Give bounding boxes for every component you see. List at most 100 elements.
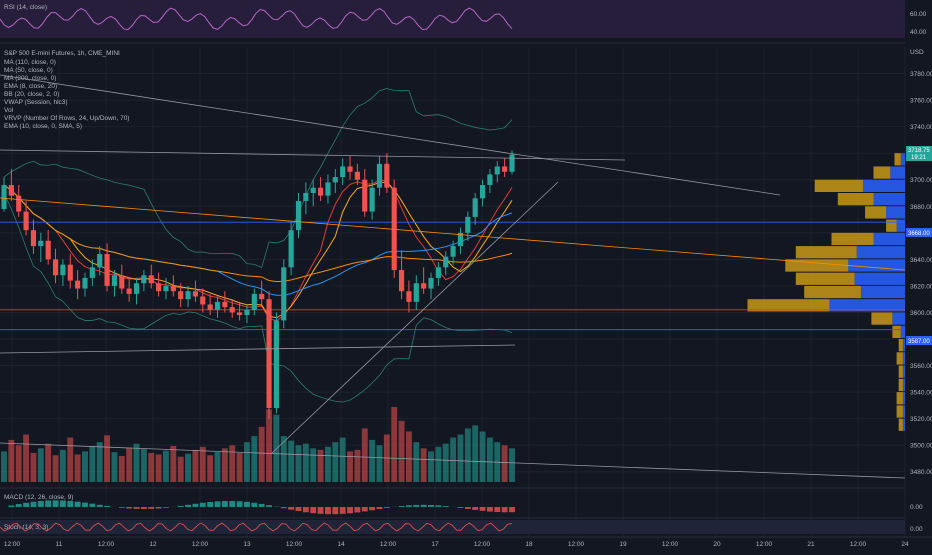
time-tick-label: 12:00 xyxy=(286,541,303,548)
candle-body xyxy=(509,155,514,172)
volume-bar xyxy=(119,456,125,482)
time-tick-label: 12 xyxy=(149,541,157,548)
candle-body xyxy=(141,275,146,283)
volume-bar xyxy=(281,436,287,482)
time-tick-label: 12:00 xyxy=(192,541,209,548)
volume-bar xyxy=(200,447,206,482)
macd-bar xyxy=(148,507,154,509)
price-tag-level-1: 3668.00 xyxy=(906,228,932,237)
volume-bar xyxy=(207,455,213,482)
volume-bar xyxy=(16,445,22,482)
candle-body xyxy=(414,283,419,302)
profile-bar-down xyxy=(897,352,903,364)
stoch-band xyxy=(0,520,905,534)
candle-body xyxy=(333,177,338,182)
candle-body xyxy=(421,283,426,288)
macd-bar xyxy=(465,507,471,509)
volume-bar xyxy=(244,442,250,482)
candle-body xyxy=(82,278,87,289)
profile-bar-up xyxy=(901,153,905,165)
macd-bar xyxy=(443,506,449,507)
volume-bar xyxy=(377,445,383,482)
macd-bar xyxy=(215,501,221,507)
profile-bar-up xyxy=(861,286,905,298)
candle-body xyxy=(303,193,308,201)
price-tick-label: 3640.00 xyxy=(910,257,932,264)
candle-body xyxy=(134,283,139,294)
candle-body xyxy=(16,196,21,212)
macd-bar xyxy=(340,507,346,514)
macd-bar xyxy=(89,504,95,507)
candle-body xyxy=(244,310,249,315)
profile-bar-up xyxy=(892,312,905,324)
profile-bar-up xyxy=(857,246,905,258)
profile-bar-up xyxy=(903,352,905,364)
price-tick-label: 3520.00 xyxy=(910,416,932,423)
candle-body xyxy=(53,259,58,275)
volume-bar xyxy=(178,457,184,482)
volume-bar xyxy=(480,431,486,482)
time-tick-label: 12:00 xyxy=(568,541,585,548)
macd-bar xyxy=(229,501,235,507)
macd-bar xyxy=(156,507,162,508)
macd-bar xyxy=(369,507,375,510)
profile-bar-down xyxy=(815,180,863,192)
candle-body xyxy=(149,275,154,283)
volume-bar xyxy=(23,435,29,482)
candle-body xyxy=(222,302,227,307)
profile-bar-down xyxy=(897,405,903,417)
profile-bar-down xyxy=(796,246,857,258)
macd-bar xyxy=(332,507,338,514)
candle-body xyxy=(436,267,441,278)
volume-bar xyxy=(163,451,169,482)
indicator-label: EMA (10, close, 0, SMA, 5) xyxy=(4,123,82,130)
candle-body xyxy=(443,257,448,268)
profile-bar-up xyxy=(897,220,905,232)
price-tick-label: 3760.00 xyxy=(910,98,932,105)
candle-body xyxy=(31,230,36,246)
volume-bar xyxy=(134,444,140,482)
candle-body xyxy=(428,278,433,289)
stoch-pane: Stoch (14, 3, 3) 0.00 xyxy=(0,520,923,534)
candle-body xyxy=(185,291,190,299)
candle-body xyxy=(311,188,316,193)
candle-body xyxy=(38,241,43,246)
macd-bar xyxy=(347,507,353,513)
volume-bar xyxy=(89,446,95,482)
candle-body xyxy=(495,166,500,174)
macd-bar xyxy=(119,507,125,508)
volume-bar xyxy=(406,431,412,482)
macd-bar xyxy=(222,501,228,507)
profile-bar-down xyxy=(892,326,900,338)
macd-bar xyxy=(310,507,316,513)
macd-bar xyxy=(487,507,493,512)
volume-bar xyxy=(347,451,353,482)
time-tick-label: 17 xyxy=(431,541,439,548)
profile-bar-down xyxy=(832,233,874,245)
macd-bar xyxy=(141,507,147,509)
candle-body xyxy=(362,180,367,212)
indicator-label: EMA (8, close, 20) xyxy=(4,83,57,90)
volume-bar xyxy=(332,442,338,482)
volume-bar xyxy=(126,448,132,482)
price-tag-text: 3668.00 xyxy=(908,231,930,237)
volume-bar xyxy=(111,452,117,482)
candle-body xyxy=(60,265,65,276)
time-tick-label: 19 xyxy=(619,541,627,548)
macd-bar xyxy=(251,503,257,507)
volume-bar xyxy=(399,421,405,482)
candle-body xyxy=(193,291,198,296)
candle-body xyxy=(465,217,470,233)
volume-bar xyxy=(141,449,147,482)
macd-bar xyxy=(480,507,486,511)
volume-bar xyxy=(428,451,434,482)
macd-bar xyxy=(237,501,243,507)
macd-bar xyxy=(502,507,508,512)
candle-body xyxy=(259,294,264,299)
candle-body xyxy=(200,297,205,305)
price-tag-last: 3718.75 19:21 xyxy=(906,146,932,161)
macd-bar xyxy=(458,507,464,508)
macd-bar xyxy=(31,502,37,507)
candle-body xyxy=(24,212,29,231)
